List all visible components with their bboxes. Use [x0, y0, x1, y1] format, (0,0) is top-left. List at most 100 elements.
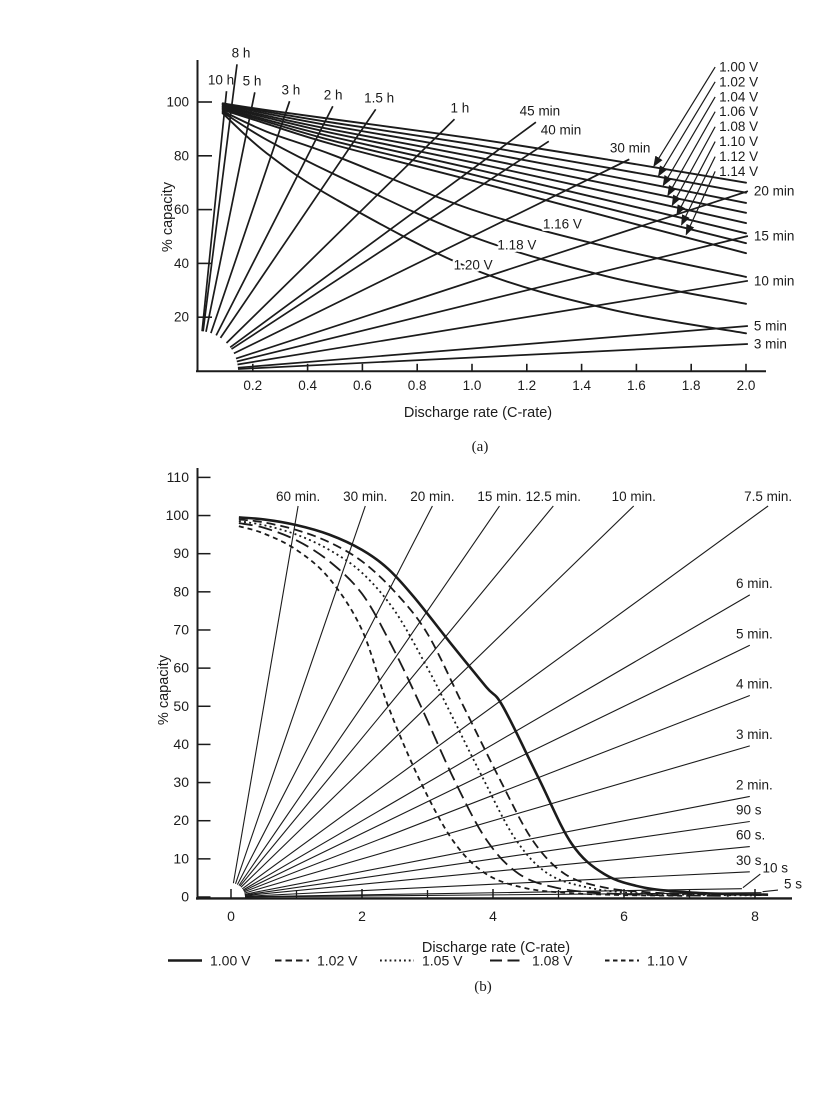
voltage-label-arrow [671, 126, 716, 207]
voltage-label: 1.12 V [719, 149, 758, 164]
x-tick-label: 0.4 [298, 378, 317, 393]
time-line-label: 5 min [754, 319, 787, 334]
time-line-label: 10 min. [612, 489, 656, 504]
time-line-label: 7.5 min. [744, 489, 792, 504]
voltage-curve [221, 110, 747, 278]
voltage-curve [221, 111, 747, 305]
x-tick-label: 0 [227, 908, 235, 924]
time-line-label: 30 min [610, 140, 651, 155]
time-line-label: 90 s [736, 802, 762, 817]
voltage-curve [221, 108, 747, 255]
label-leader-line [742, 873, 761, 889]
time-line-label: 5 h [243, 74, 262, 89]
y-tick-label: 0 [181, 889, 189, 905]
voltage-label: 1.18 V [497, 238, 536, 253]
time-line [215, 105, 334, 336]
legend-item: 1.08 V [490, 951, 575, 970]
voltage-label: 1.08 V [719, 119, 758, 134]
time-line [235, 190, 749, 360]
time-line-label: 10 s [763, 861, 789, 876]
x-tick-label: 0.6 [353, 378, 372, 393]
voltage-label-arrow [685, 171, 716, 236]
panel-b-y-axis-title: % capacity [156, 654, 172, 725]
voltage-curve [238, 525, 690, 897]
legend-label: 1.10 V [647, 953, 688, 969]
voltage-curve [221, 107, 747, 245]
voltage-label-arrow [681, 156, 716, 226]
time-line-label: 30 s. [736, 853, 765, 868]
time-line [232, 505, 299, 884]
panel-a-y-axis-title: % capacity [160, 181, 176, 252]
time-line [237, 343, 748, 370]
time-line [244, 745, 750, 894]
time-line-label: 60 min. [276, 489, 320, 504]
time-line-label: 5 s [784, 877, 802, 892]
y-tick-label: 20 [174, 310, 189, 325]
voltage-curve [238, 522, 729, 897]
panel-b-x-axis-title: Discharge rate (C-rate) [422, 940, 570, 956]
voltage-label: 1.10 V [719, 134, 758, 149]
x-tick-label: 1.0 [463, 378, 482, 393]
voltage-curve [221, 102, 747, 184]
voltage-label: 1.00 V [719, 60, 758, 75]
time-line [238, 505, 500, 886]
y-tick-label: 40 [173, 736, 189, 752]
time-line-label: 30 min. [343, 489, 387, 504]
legend-label: 1.05 V [422, 953, 463, 969]
x-tick-label: 6 [620, 908, 628, 924]
voltage-label: 1.04 V [719, 89, 758, 104]
panel-a-caption: (a) [472, 439, 489, 455]
time-line-label: 3 min [754, 337, 787, 352]
voltage-curve [238, 518, 762, 896]
time-line [237, 325, 748, 369]
time-line-label: 20 min [754, 184, 795, 199]
panel-a-x-axis-title: Discharge rate (C-rate) [404, 405, 552, 421]
voltage-curve [221, 106, 747, 235]
time-line [219, 108, 377, 339]
time-line-label: 20 min. [410, 489, 454, 504]
time-line-label: 10 min [754, 273, 795, 288]
time-line-label: 8 h [232, 46, 251, 61]
x-tick-label: 1.4 [572, 378, 591, 393]
time-line-label: 40 min [541, 122, 582, 137]
time-line [244, 795, 750, 895]
legend-label: 1.00 V [210, 953, 251, 969]
voltage-label-arrow [667, 111, 716, 197]
voltage-label-arrow [653, 66, 716, 168]
time-line-label: 2 min. [736, 777, 773, 792]
time-line [236, 505, 433, 885]
time-line-label: 15 min [754, 229, 795, 244]
y-tick-label: 40 [174, 256, 189, 271]
time-line [244, 820, 750, 896]
voltage-curve [238, 520, 756, 897]
y-tick-label: 100 [166, 95, 189, 110]
y-tick-label: 60 [174, 202, 189, 217]
time-line [242, 594, 751, 891]
voltage-label: 1.20 V [454, 258, 493, 273]
time-line-label: 3 min. [736, 727, 773, 742]
legend-item: 1.10 V [605, 951, 690, 970]
voltage-label: 1.06 V [719, 104, 758, 119]
x-tick-label: 2.0 [737, 378, 756, 393]
time-line [233, 158, 630, 355]
time-line [234, 505, 366, 884]
time-line [243, 694, 750, 893]
x-tick-label: 8 [751, 908, 759, 924]
voltage-label: 1.16 V [543, 217, 582, 232]
time-line-label: 12.5 min. [526, 489, 582, 504]
label-leader-line [762, 889, 779, 893]
time-line [231, 140, 550, 350]
voltage-curve [221, 105, 747, 225]
y-tick-label: 70 [173, 621, 189, 637]
time-line-label: 6 min. [736, 576, 773, 591]
time-line [244, 846, 750, 897]
time-line-label: 1.5 h [364, 90, 394, 105]
y-tick-label: 80 [173, 583, 189, 599]
y-tick-label: 50 [173, 698, 189, 714]
x-tick-label: 1.8 [682, 378, 701, 393]
time-line [244, 871, 750, 897]
voltage-label: 1.14 V [719, 164, 758, 179]
time-line [210, 100, 291, 334]
